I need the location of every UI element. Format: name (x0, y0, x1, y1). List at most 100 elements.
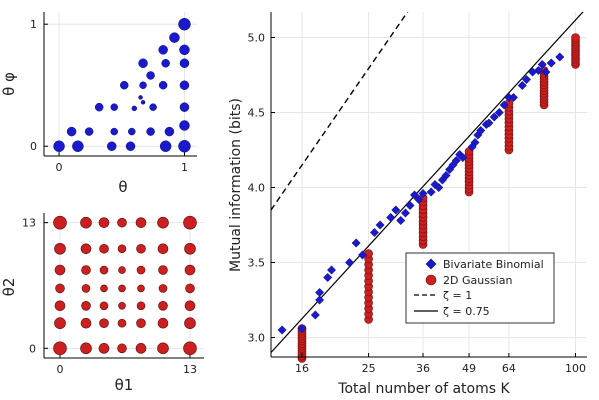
mutual-information-panel: 16 25 36 49 64 100 3.0 3.5 4.0 4.5 5.0 Total numb… (228, 12, 587, 397)
legend-circle-marker (425, 274, 437, 286)
binomial-point (396, 215, 406, 226)
data-point (54, 242, 66, 255)
x-axis-label: Total number of atoms K (337, 381, 510, 397)
y-tick-label: 13 (22, 217, 36, 230)
data-point (157, 342, 169, 355)
data-point (118, 266, 126, 274)
binomial-point (315, 295, 325, 305)
binomial-point (369, 227, 380, 238)
data-point (179, 120, 190, 131)
legend: Bivariate Binomial 2D Gaussian ζ = 1 ζ =… (405, 252, 555, 324)
binomial-point (537, 59, 547, 70)
y-tick-label: 5.0 (248, 32, 266, 45)
data-point (140, 100, 146, 105)
zeta-0-75-line (271, 12, 584, 353)
binomial-point (386, 212, 396, 223)
data-point (94, 102, 104, 112)
binomial-point (476, 125, 486, 136)
data-point (137, 284, 145, 293)
data-point (118, 284, 126, 293)
gaussian-point (364, 249, 373, 258)
data-point (158, 284, 168, 293)
data-point (184, 317, 196, 330)
data-point (184, 242, 196, 255)
data-point (159, 140, 172, 152)
data-point (80, 342, 92, 355)
data-point (183, 215, 197, 230)
data-point (120, 80, 129, 90)
binomial-point (405, 200, 415, 211)
axes (43, 12, 197, 157)
data-point (139, 81, 147, 89)
data-point (54, 317, 66, 330)
data-point (106, 141, 117, 151)
data-point (135, 343, 147, 354)
data-point (184, 300, 196, 312)
data-point (157, 317, 169, 329)
legend-label: ζ = 1 (443, 289, 472, 302)
data-point (100, 284, 108, 293)
binomial-point (499, 100, 509, 110)
data-point (117, 318, 127, 328)
binomial-point (517, 80, 527, 91)
x-tick-label: 100 (565, 362, 586, 375)
data-point (164, 126, 175, 137)
data-point (118, 301, 126, 310)
data-point (158, 45, 168, 55)
data-point (53, 341, 67, 356)
data-point (158, 300, 168, 311)
x-tick-label: 13 (183, 363, 197, 376)
data-point (157, 216, 169, 229)
binomial-point (521, 74, 532, 85)
x-tick-label: 25 (362, 362, 376, 375)
legend-diamond-marker (425, 258, 437, 270)
data-point (131, 105, 138, 112)
data-point (169, 32, 180, 43)
data-point (99, 265, 109, 275)
data-point (183, 341, 197, 356)
data-point (117, 217, 127, 228)
data-point (81, 265, 91, 275)
data-point (179, 44, 190, 56)
tick-marks (44, 222, 191, 358)
data-point (184, 264, 196, 276)
data-point (179, 102, 190, 112)
binomial-point (533, 65, 543, 76)
data-point (158, 80, 168, 90)
x-tick-labels: 16 25 36 49 64 100 (295, 362, 586, 375)
data-point (84, 127, 94, 136)
data-point (110, 127, 118, 136)
x-tick-label: 0 (57, 363, 64, 376)
data-point (178, 17, 191, 31)
x-axis-label: θ1 (115, 376, 134, 394)
data-point (179, 58, 190, 69)
data-point (135, 217, 147, 228)
binomial-point (451, 155, 461, 166)
data-point (179, 80, 190, 90)
gaussian-points (297, 33, 580, 363)
data-point (136, 301, 146, 311)
data-point (138, 58, 148, 69)
binomial-point (323, 272, 333, 283)
gaussian-point (571, 33, 580, 42)
y-axis-label: Mutual information (bits) (228, 98, 244, 272)
binomial-point (326, 265, 337, 275)
binomial-point (277, 325, 287, 335)
binomial-point (484, 118, 494, 128)
data-point (185, 283, 195, 294)
binomial-point (375, 220, 385, 230)
y-tick-label: 3.0 (248, 332, 266, 345)
data-point (55, 283, 65, 294)
data-point (158, 265, 168, 275)
data-point (98, 343, 110, 354)
data-point (157, 243, 169, 255)
binomial-point (546, 58, 556, 68)
binomial-point (426, 187, 436, 197)
data-point (98, 217, 110, 228)
binomial-point (315, 287, 325, 298)
data-point (136, 265, 146, 275)
zeta-1-line (271, 12, 409, 211)
data-point (80, 317, 92, 329)
y-axis-label: θ2 (0, 278, 18, 297)
data-point (53, 140, 65, 152)
